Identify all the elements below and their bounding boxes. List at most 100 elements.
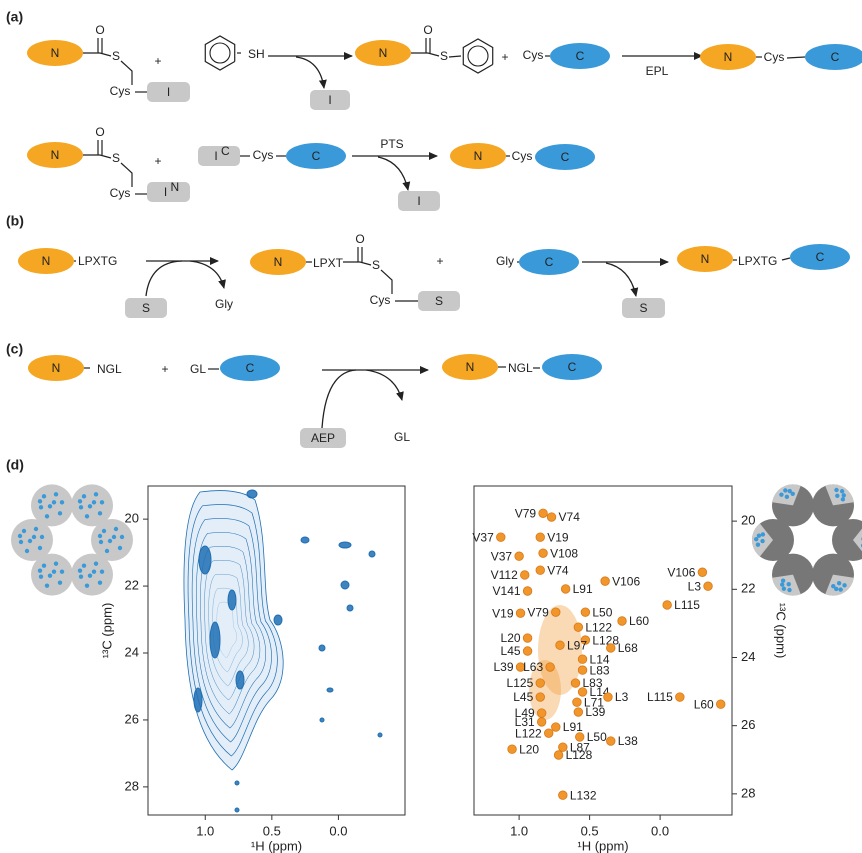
label: C [246, 361, 255, 375]
label: S [372, 258, 380, 272]
label-dot [98, 534, 102, 538]
label-dot [786, 582, 790, 586]
peak-label: V74 [547, 563, 569, 577]
label: Cys [370, 293, 391, 307]
contour-peak [274, 615, 282, 625]
peak-label: V79 [527, 605, 549, 619]
label-dot [782, 587, 786, 591]
peak-label: L115 [674, 598, 700, 612]
label: (a) [6, 9, 23, 25]
contour [184, 490, 283, 770]
label-dot [79, 505, 83, 509]
label: GL [394, 430, 410, 444]
label: Cys [764, 50, 785, 64]
peak [537, 709, 546, 718]
label-dot [112, 535, 116, 539]
label-dot [98, 580, 102, 584]
label-dot [18, 534, 22, 538]
label-dot [79, 574, 83, 578]
peak [578, 655, 587, 664]
label-dot [100, 569, 104, 573]
label: Cys [110, 186, 131, 200]
y-tick-label: 26 [125, 711, 139, 726]
x-tick-label: 0.0 [329, 823, 347, 838]
label: EPL [646, 64, 669, 78]
contour-peak [235, 808, 239, 812]
label-dot [82, 494, 86, 498]
label: O [355, 232, 364, 246]
peak-label: L60 [694, 697, 714, 711]
label: Gly [496, 254, 514, 268]
y-tick-label: 28 [125, 778, 139, 793]
label: N [51, 46, 60, 60]
contour-peak [319, 645, 325, 651]
figure: (a)(b)(c)(d)NOSCysI+SHINOS+CysCEPLNCysCN… [0, 0, 862, 853]
label: (d) [6, 457, 24, 473]
peak-label: L3 [688, 579, 702, 593]
grey-box [198, 146, 240, 166]
label-dot [788, 489, 792, 493]
label-dot [840, 489, 844, 493]
label: NGL [508, 361, 533, 375]
label: C [816, 250, 825, 264]
peak [663, 601, 672, 610]
peak [537, 718, 546, 727]
contour-peak [235, 781, 239, 785]
label: + [154, 154, 161, 168]
bond [100, 53, 111, 56]
peak [704, 582, 713, 591]
label: Cys [110, 84, 131, 98]
peak [574, 623, 583, 632]
label-dot [38, 499, 42, 503]
curved-arrow [366, 370, 402, 400]
label-dot [54, 492, 58, 496]
bond [121, 61, 132, 83]
curved-arrow [296, 57, 324, 88]
label: N [724, 50, 733, 64]
label: I [417, 194, 420, 208]
y-tick-label: 28 [741, 785, 755, 800]
label: N [42, 254, 51, 268]
contour-peak [378, 733, 382, 737]
label-dot [94, 561, 98, 565]
peak [536, 679, 545, 688]
peak [618, 617, 627, 626]
peak [523, 587, 532, 596]
label-dot [842, 583, 846, 587]
contour-peak [247, 490, 257, 498]
peak [516, 609, 525, 618]
label-dot [754, 537, 758, 541]
peak [547, 513, 556, 522]
grey-box [147, 182, 190, 202]
peak [604, 693, 613, 702]
label-dot [781, 578, 785, 582]
peak-label: L38 [618, 734, 638, 748]
y-axis-label: ¹³C (ppm) [99, 603, 114, 659]
peak [716, 700, 725, 709]
label-dot [78, 568, 82, 572]
label-dot [45, 583, 49, 587]
label-dot [100, 500, 104, 504]
peak [539, 509, 548, 518]
contour-peak [341, 581, 349, 589]
label-dot [757, 533, 761, 537]
label: SH [248, 47, 265, 61]
peak [601, 577, 610, 586]
x-axis-label: ¹H (ppm) [577, 838, 628, 853]
peak-label: L91 [563, 720, 583, 734]
peak [578, 666, 587, 675]
label-dot [834, 488, 838, 492]
peak-label: L50 [592, 605, 612, 619]
peak-label: V106 [612, 574, 640, 588]
peak-label: V37 [472, 530, 494, 544]
x-tick-label: 0.5 [581, 823, 599, 838]
label-dot [82, 563, 86, 567]
peak [573, 698, 582, 707]
label-dot [38, 568, 42, 572]
contour-peak [339, 542, 351, 548]
label-dot [42, 494, 46, 498]
curved-arrow [190, 261, 224, 288]
label: LPXT [313, 256, 344, 270]
peak-label: L20 [501, 631, 521, 645]
label-dot [760, 539, 764, 543]
